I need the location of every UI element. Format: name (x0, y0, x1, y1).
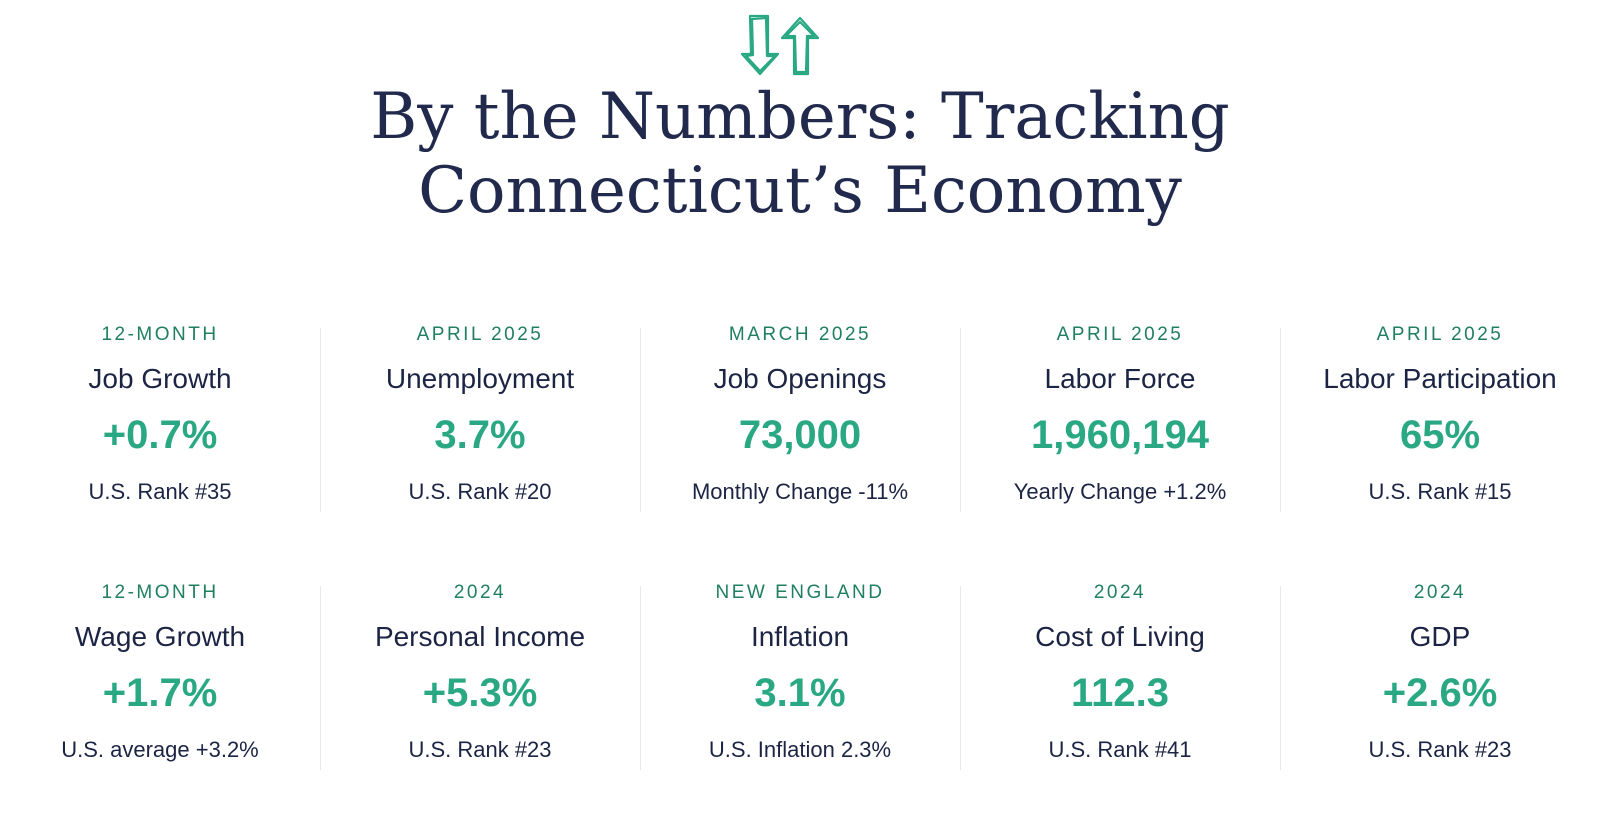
metric-name: Personal Income (374, 621, 586, 652)
metric-period: APRIL 2025 (416, 324, 544, 345)
metric-period: APRIL 2025 (1056, 324, 1184, 345)
metric-value: 73,000 (738, 413, 862, 457)
metric-name: Unemployment (385, 363, 575, 394)
metric-value: 112.3 (1071, 671, 1169, 715)
metric-note: U.S. Inflation 2.3% (708, 737, 892, 762)
metrics-row-2: 12-MONTH Wage Growth +1.7% U.S. average … (0, 578, 1600, 778)
metric-name: GDP (1409, 621, 1471, 652)
metric-name: Labor Participation (1323, 363, 1557, 394)
metric-value: 65% (1399, 413, 1481, 457)
metric-labor-participation: APRIL 2025 Labor Participation 65% U.S. … (1280, 320, 1600, 520)
metric-personal-income: 2024 Personal Income +5.3% U.S. Rank #23 (320, 578, 640, 778)
down-up-arrows-icon (740, 14, 820, 76)
metric-note: U.S. Rank #23 (1368, 737, 1512, 762)
metric-period: 2024 (453, 582, 507, 603)
metric-period: 12-MONTH (101, 324, 219, 345)
metric-inflation: NEW ENGLAND Inflation 3.1% U.S. Inflatio… (640, 578, 960, 778)
metric-unemployment: APRIL 2025 Unemployment 3.7% U.S. Rank #… (320, 320, 640, 520)
metric-period: 2024 (1413, 582, 1467, 603)
metric-period: APRIL 2025 (1376, 324, 1504, 345)
metric-wage-growth: 12-MONTH Wage Growth +1.7% U.S. average … (0, 578, 320, 778)
metric-value: +1.7% (102, 671, 218, 715)
metric-period: NEW ENGLAND (715, 582, 885, 603)
metric-period: 2024 (1093, 582, 1147, 603)
metric-note: U.S. Rank #20 (408, 479, 552, 504)
metric-labor-force: APRIL 2025 Labor Force 1,960,194 Yearly … (960, 320, 1280, 520)
metric-value: 3.7% (434, 413, 526, 457)
page-title: By the Numbers: Tracking Connecticut’s E… (0, 80, 1600, 228)
metric-name: Job Openings (713, 363, 887, 394)
metric-name: Wage Growth (74, 621, 246, 652)
metric-note: U.S. Rank #41 (1048, 737, 1192, 762)
metrics-grid: 12-MONTH Job Growth +0.7% U.S. Rank #35 … (0, 320, 1600, 836)
metric-note: U.S. Rank #35 (88, 479, 232, 504)
metric-note: Monthly Change -11% (691, 479, 909, 504)
metric-gdp: 2024 GDP +2.6% U.S. Rank #23 (1280, 578, 1600, 778)
metric-note: U.S. Rank #23 (408, 737, 552, 762)
metric-value: +0.7% (102, 413, 218, 457)
metric-value: +5.3% (422, 671, 538, 715)
title-line-1: By the Numbers: Tracking (370, 80, 1230, 154)
metric-name: Inflation (750, 621, 850, 652)
metric-period: 12-MONTH (101, 582, 219, 603)
metric-name: Labor Force (1044, 363, 1196, 394)
metric-value: +2.6% (1382, 671, 1498, 715)
metric-job-growth: 12-MONTH Job Growth +0.7% U.S. Rank #35 (0, 320, 320, 520)
metric-period: MARCH 2025 (728, 324, 872, 345)
metric-name: Job Growth (88, 363, 232, 394)
metric-note: Yearly Change +1.2% (1013, 479, 1227, 504)
metric-name: Cost of Living (1035, 621, 1205, 652)
metric-job-openings: MARCH 2025 Job Openings 73,000 Monthly C… (640, 320, 960, 520)
metric-value: 3.1% (754, 671, 846, 715)
title-line-2: Connecticut’s Economy (418, 154, 1182, 228)
metric-note: U.S. Rank #15 (1368, 479, 1512, 504)
metric-value: 1,960,194 (1031, 413, 1209, 457)
page: By the Numbers: Tracking Connecticut’s E… (0, 14, 1600, 770)
metric-note: U.S. average +3.2% (61, 737, 259, 762)
metric-cost-of-living: 2024 Cost of Living 112.3 U.S. Rank #41 (960, 578, 1280, 778)
metrics-row-1: 12-MONTH Job Growth +0.7% U.S. Rank #35 … (0, 320, 1600, 520)
